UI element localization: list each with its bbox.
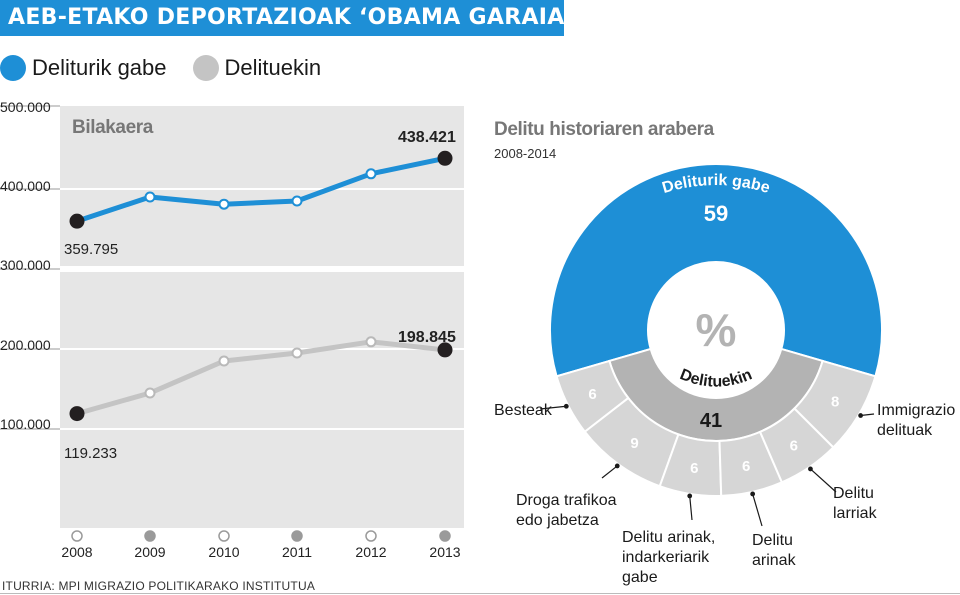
segment-droga-trafikoa xyxy=(583,396,680,488)
donut-title: Delitu historiaren arabera xyxy=(494,119,715,140)
callout-label-line-delitu-larriak-0: Delitu xyxy=(833,485,874,502)
segment-value-delitu-arinak: 6 xyxy=(742,458,750,475)
year-marker-2011 xyxy=(291,530,303,542)
legend-swatch-blue xyxy=(0,55,26,81)
y-tick-label-100000: 100.000 xyxy=(0,416,51,432)
y-tick-label-400000: 400.000 xyxy=(0,178,51,194)
x-tick-label-2011: 2011 xyxy=(282,544,312,560)
point-deliturik-gabe-2012 xyxy=(365,168,377,180)
donut-outer-value: 59 xyxy=(704,201,728,226)
callout-label-besteak: Besteak xyxy=(494,402,553,419)
callout-label-line-delitu-arinak-indarkeriarik-gabe-0: Delitu arinak, xyxy=(622,529,715,546)
segment-delitu-arinak-indarkeriarik-gabe xyxy=(658,433,723,497)
donut-subtitle: 2008-2014 xyxy=(494,146,556,161)
point-delituekin-2010 xyxy=(218,355,230,367)
callout-label-line-delitu-arinak-indarkeriarik-gabe-2: gabe xyxy=(622,569,658,586)
point-deliturik-gabe-2009 xyxy=(144,191,156,203)
donut-inner-value: 41 xyxy=(700,410,722,432)
point-deliturik-gabe-2008 xyxy=(69,213,85,229)
callout-dot-besteak xyxy=(563,403,569,409)
series-line-deliturik-gabe xyxy=(74,155,448,224)
callout-label-line-delitu-larriak-1: larriak xyxy=(833,505,878,522)
y-tick-label-200000: 200.000 xyxy=(0,337,51,353)
callout-leader-delitu-arinak-indarkeriarik-gabe xyxy=(689,495,693,521)
line-panel-title: Bilakaera xyxy=(72,117,154,138)
segment-immigrazio-delituak xyxy=(793,359,877,449)
callout-label-delitu-arinak: Delitu arinak xyxy=(752,532,797,569)
point-delituekin-2013 xyxy=(437,342,453,358)
legend: Deliturik gabe Delituekin xyxy=(0,52,347,84)
legend-swatch-gray xyxy=(192,55,219,81)
x-tick-label-2013: 2013 xyxy=(429,544,460,560)
callout-dot-immigrazio-delituak xyxy=(858,413,864,418)
callout-label-line-immigrazio-delituak-1: delituak xyxy=(877,422,933,439)
callout-leader-droga-trafikoa xyxy=(601,465,618,479)
year-marker-2012 xyxy=(365,530,377,542)
point-delituekin-2008 xyxy=(69,406,85,422)
callout-dot-delitu-arinak xyxy=(750,491,756,497)
donut-chart: Delitu historiaren arabera 2008-2014 6 9 6… xyxy=(494,119,955,586)
point-deliturik-gabe-2013 xyxy=(437,150,453,166)
segment-value-delitu-arinak-indarkeriarik-gabe: 6 xyxy=(690,460,698,477)
point-delituekin-2012 xyxy=(365,336,377,348)
callout-leader-delitu-larriak xyxy=(810,468,837,493)
percent-symbol: % xyxy=(696,304,737,356)
callout-label-line-immigrazio-delituak-0: Immigrazio xyxy=(877,402,955,419)
point-deliturik-gabe-2011 xyxy=(291,195,303,207)
segment-besteak xyxy=(555,359,630,434)
segment-value-delitu-larriak: 6 xyxy=(790,438,798,455)
point-delituekin-2011 xyxy=(291,347,303,359)
callout-label-immigrazio-delituak: Immigrazio delituak xyxy=(877,402,955,439)
callout-label-line-besteak-0: Besteak xyxy=(494,402,553,419)
source-note: ITURRIA: MPI MIGRAZIO POLITIKARAKO INSTI… xyxy=(2,579,316,593)
callout-dot-droga-trafikoa xyxy=(614,463,620,469)
segment-value-besteak: 6 xyxy=(588,386,596,403)
label-start-gray: 119.233 xyxy=(64,445,117,462)
x-tick-label-2012: 2012 xyxy=(355,544,386,560)
callout-label-droga-trafikoa: Droga trafikoa edo jabetza xyxy=(516,492,617,529)
source-divider xyxy=(0,593,960,594)
callout-label-line-delitu-arinak-indarkeriarik-gabe-1: indarkeriarik xyxy=(622,549,710,566)
legend-label-gray: Delituekin xyxy=(224,55,322,80)
label-end-gray: 198.845 xyxy=(398,329,456,346)
donut-hole xyxy=(648,262,784,398)
callout-dot-delitu-arinak-indarkeriarik-gabe xyxy=(687,493,693,499)
point-delituekin-2009 xyxy=(144,387,156,399)
legend-item-gray: Delituekin xyxy=(192,55,322,81)
year-marker-2009 xyxy=(144,530,156,542)
callout-label-line-droga-trafikoa-1: edo jabetza xyxy=(516,512,599,529)
legend-item-blue: Deliturik gabe xyxy=(0,55,167,81)
y-tick-label-300000: 300.000 xyxy=(0,257,51,273)
year-marker-2013 xyxy=(439,530,451,542)
year-marker-2010 xyxy=(218,530,230,542)
callout-label-line-delitu-arinak-1: arinak xyxy=(752,552,797,569)
segment-delitu-larriak xyxy=(758,407,835,484)
callout-dot-delitu-larriak xyxy=(808,466,813,472)
callout-label-line-delitu-arinak-0: Delitu xyxy=(752,532,793,549)
x-tick-label-2010: 2010 xyxy=(208,544,239,560)
infographic-title: AEB-ETAKO DEPORTAZIOAK ‘OBAMA GARAIAN’ xyxy=(0,0,592,36)
callout-label-delitu-larriak: Delitu larriak xyxy=(833,485,878,522)
label-start-blue: 359.795 xyxy=(64,241,118,258)
segment-value-immigrazio-delituak: 8 xyxy=(831,394,839,411)
y-tick-label-500000: 500.000 xyxy=(0,99,51,115)
x-tick-label-2008: 2008 xyxy=(61,544,92,560)
series-line-delituekin xyxy=(74,339,448,417)
callout-label-delitu-arinak-indarkeriarik-gabe: Delitu arinak, indarkeriarik gabe xyxy=(622,529,715,586)
x-tick-label-2009: 2009 xyxy=(134,544,165,560)
callout-leader-besteak xyxy=(539,405,567,410)
year-marker-2008 xyxy=(71,530,83,542)
legend-label-blue: Deliturik gabe xyxy=(32,55,167,80)
callout-leader-delitu-arinak xyxy=(752,493,763,527)
segment-value-droga-trafikoa: 9 xyxy=(630,435,638,452)
line-chart: 500.000 400.000 300.000 200.000 100.000 … xyxy=(0,99,464,560)
line-chart-panel-top xyxy=(60,106,464,266)
label-end-blue: 438.421 xyxy=(398,129,456,146)
point-deliturik-gabe-2010 xyxy=(218,198,230,210)
callout-label-line-droga-trafikoa-0: Droga trafikoa xyxy=(516,492,617,509)
